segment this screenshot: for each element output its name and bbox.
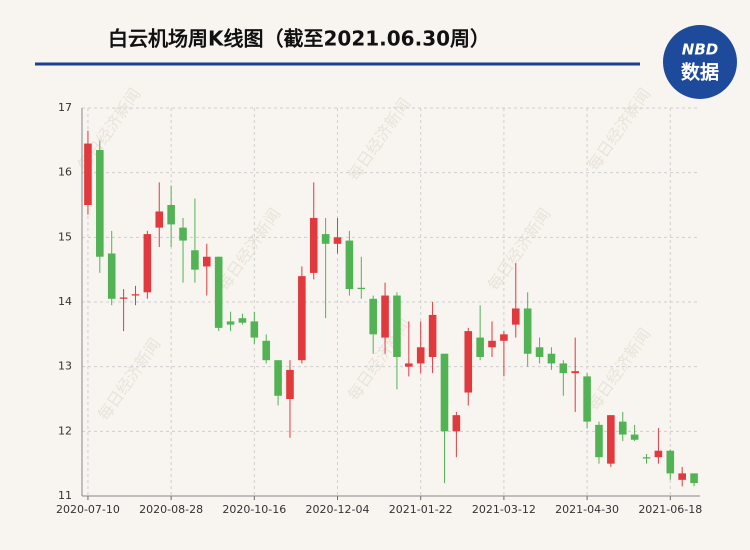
candle-body [214,256,223,328]
candle-body [595,424,603,458]
x-tick-label: 2020-07-10 [56,503,120,516]
x-tick-label: 2021-06-18 [638,503,702,516]
candle-body [179,227,187,241]
candle-body [428,314,437,357]
candle-body [393,295,401,357]
y-tick-label: 14 [58,295,72,308]
logo [663,25,737,99]
y-tick-label: 13 [58,360,72,373]
candle-body [666,450,675,474]
candle-body [369,298,377,335]
candle-body [131,294,140,296]
candle-body [571,371,580,374]
candle-body [511,308,520,325]
candle-body [155,211,164,228]
candle-body [547,353,556,364]
candle-body [678,473,686,480]
candle-body [202,256,211,267]
candle-body [119,297,128,299]
candle-body [583,376,591,422]
candle-body [476,337,484,357]
y-tick-label: 12 [58,424,72,437]
candle-body [405,363,413,367]
candle-body [84,143,92,205]
candle-body [500,334,508,341]
candle-body [357,287,366,290]
candle-body [250,321,259,338]
x-tick-label: 2021-03-12 [472,503,536,516]
x-tick-label: 2020-08-28 [139,503,203,516]
y-tick-label: 11 [58,489,72,502]
candle-body [333,237,342,244]
candle-body [191,250,199,270]
logo-bottom: 数据 [681,61,719,84]
candle-body [96,150,104,257]
candle-body [452,415,461,432]
y-tick-label: 17 [58,101,72,114]
chart-title: 白云机场周K线图（截至2021.06.30周） [108,27,490,51]
candle-body [143,234,152,293]
candle-body [345,240,354,290]
candle-body [298,276,306,361]
candle-body [107,253,116,299]
y-tick-label: 16 [58,166,72,179]
candle-body [535,347,544,357]
x-tick-label: 2021-04-30 [555,503,619,516]
candle-body [381,295,389,338]
y-tick-label: 15 [58,230,72,243]
candle-body [226,321,235,325]
candle-body [309,217,318,273]
candle-body [416,347,425,364]
candle-body [488,340,496,348]
candle-body [274,360,282,396]
candle-body [618,421,627,435]
candle-body [690,473,698,484]
candle-body [607,415,615,464]
candle-body [654,450,663,458]
candle-body [559,363,568,374]
candle-body [630,434,639,440]
x-tick-label: 2020-12-04 [306,503,370,516]
candle-body [238,318,247,323]
candle-body [167,205,175,225]
candle-body [321,234,330,244]
candle-body [262,340,271,361]
candle-body [523,308,532,354]
candle-body [286,369,294,399]
logo-top: NBD [682,41,718,59]
candle-body [642,457,651,459]
x-tick-label: 2020-10-16 [222,503,286,516]
x-tick-label: 2021-01-22 [389,503,453,516]
candle-body [464,331,473,393]
candle-body [440,353,449,432]
